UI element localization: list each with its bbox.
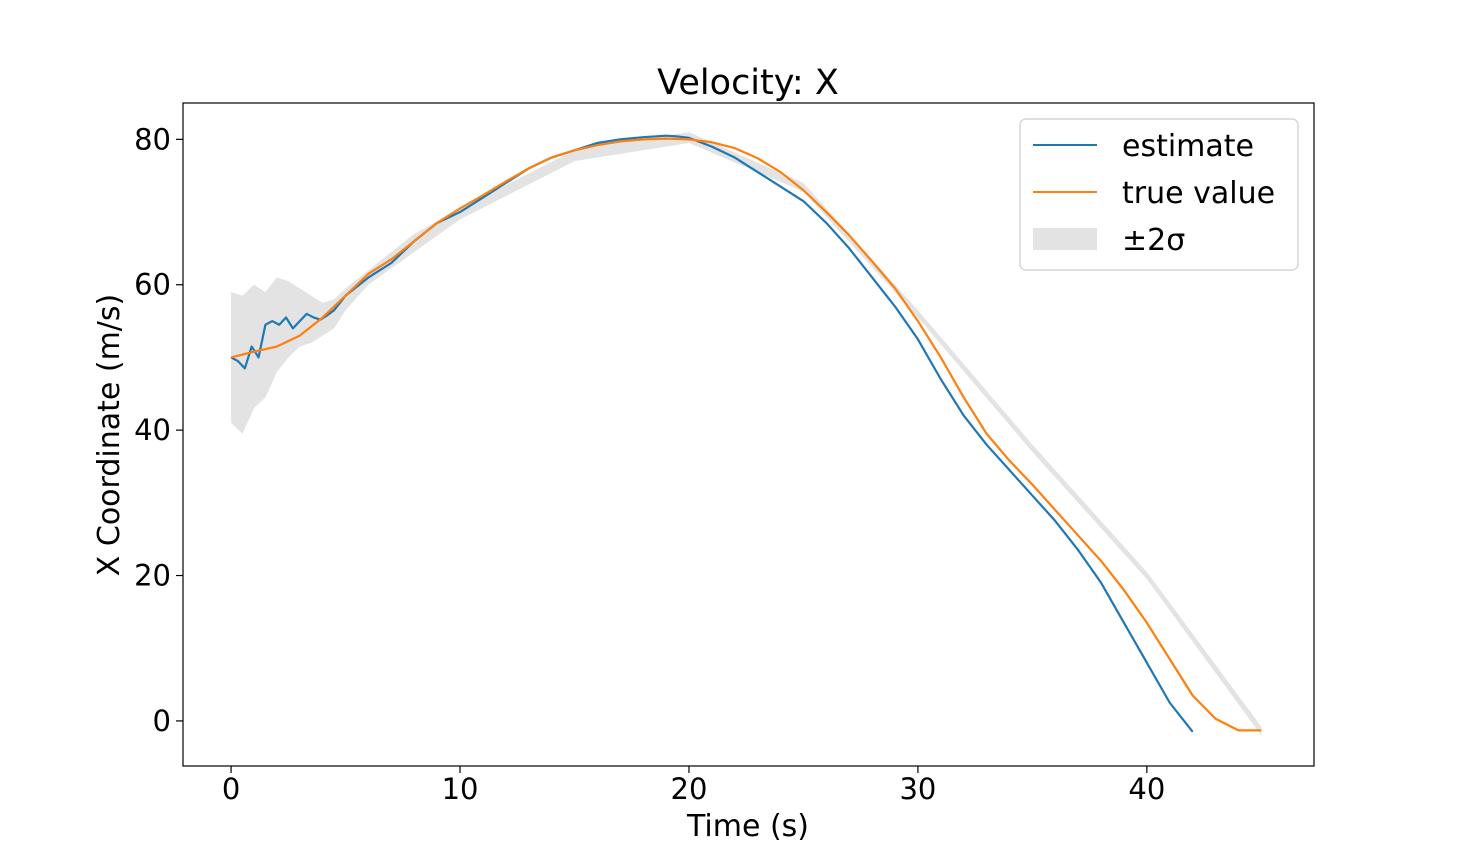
y-axis-label: X Coordinate (m/s) bbox=[92, 294, 127, 576]
series-line-true-value bbox=[230, 137, 1262, 732]
legend-swatch-sigma-band bbox=[1033, 228, 1097, 250]
legend-label-true-value: true value bbox=[1122, 176, 1275, 211]
legend-label-estimate: estimate bbox=[1122, 129, 1254, 164]
y-tick-label: 40 bbox=[134, 413, 171, 447]
plot-frame bbox=[182, 102, 1315, 767]
x-tick-label: 0 bbox=[222, 772, 240, 806]
series-line-estimate bbox=[230, 134, 1194, 733]
series-layer bbox=[230, 134, 1262, 733]
x-tick-label: 20 bbox=[671, 772, 708, 806]
x-axis-label: Time (s) bbox=[686, 809, 809, 844]
y-tick-label: 80 bbox=[134, 122, 171, 156]
y-axis-ticks: 0 20 40 60 80 bbox=[134, 122, 183, 738]
legend: estimate true value ±2σ bbox=[1019, 118, 1299, 271]
x-tick-label: 30 bbox=[899, 772, 936, 806]
x-tick-label: 40 bbox=[1128, 772, 1165, 806]
y-tick-label: 0 bbox=[153, 704, 171, 738]
legend-label-sigma-band: ±2σ bbox=[1122, 223, 1185, 258]
x-axis-ticks: 0 10 20 30 40 bbox=[222, 766, 1165, 806]
y-tick-label: 60 bbox=[134, 268, 171, 302]
x-tick-label: 10 bbox=[442, 772, 479, 806]
y-tick-label: 20 bbox=[134, 559, 171, 593]
chart-title: Velocity: X bbox=[657, 63, 839, 103]
